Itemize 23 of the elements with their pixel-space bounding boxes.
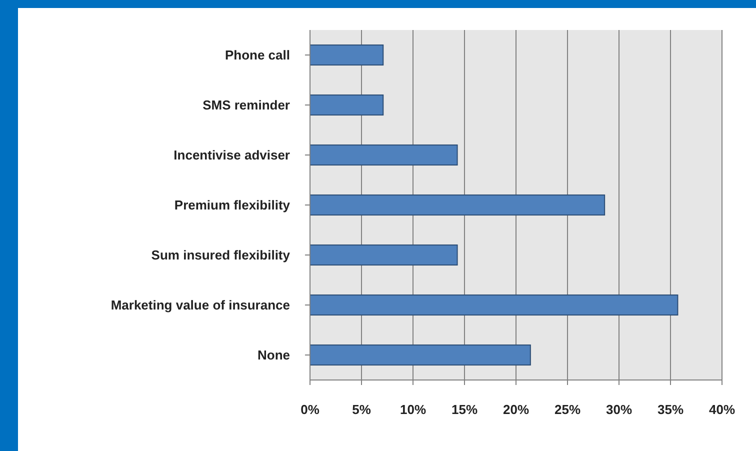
x-tick-label: 10% [400,402,426,417]
bar [310,94,384,116]
bar [310,194,606,216]
y-tick-label: SMS reminder [202,98,290,113]
bar [310,44,384,66]
x-tick-label: 35% [657,402,684,417]
x-tick-label: 40% [708,402,736,417]
x-tick-label: 25% [554,402,581,417]
y-tick-label: None [258,348,290,363]
y-tick-label: Sum insured flexibility [151,248,291,263]
x-tick-label: 30% [606,402,632,417]
y-tick-label: Phone call [224,48,290,63]
x-tick-label: 15% [451,402,478,417]
x-tick-label: 5% [352,402,372,417]
x-tick-label: 0% [300,402,320,417]
bar [310,144,458,166]
y-tick-label: Marketing value of insurance [110,298,290,313]
y-tick-label: Incentivise adviser [174,148,290,163]
y-tick-label: Premium flexibility [174,198,291,213]
bar [310,244,458,266]
bar [310,294,678,316]
bar [310,344,531,366]
x-tick-label: 20% [502,402,530,417]
